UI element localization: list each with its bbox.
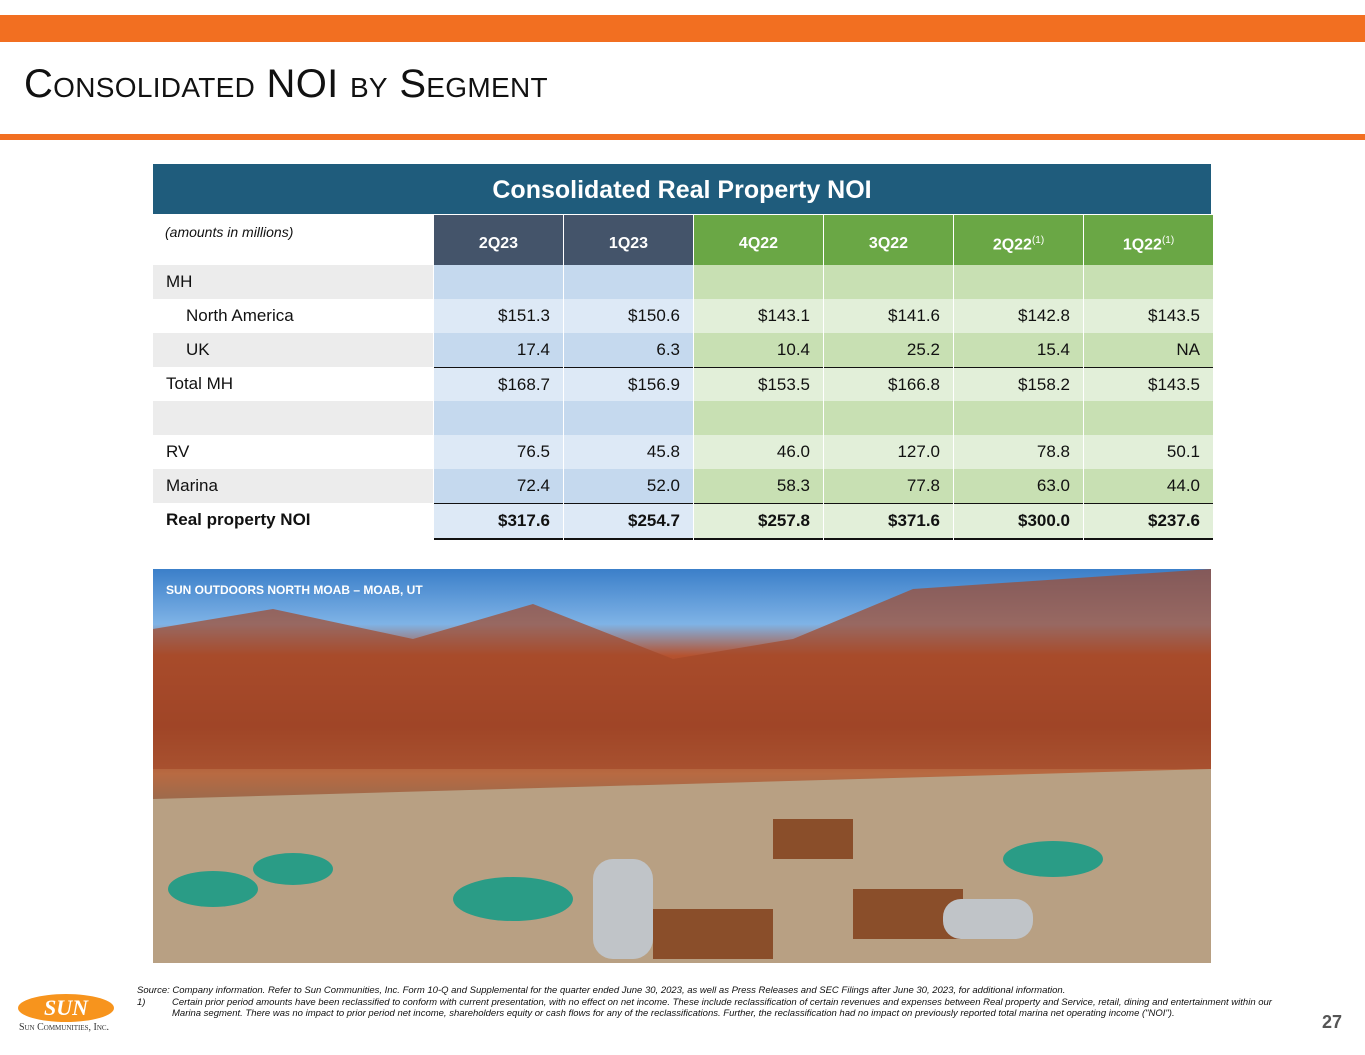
data-row: MH <box>153 265 1213 299</box>
row-label: Marina <box>153 469 433 503</box>
column-header: 1Q22(1) <box>1084 215 1213 265</box>
cell-value: 10.4 <box>694 333 823 367</box>
cell-value: $166.8 <box>824 367 953 402</box>
data-row: Total MH $168.7 $156.9 $153.5 $166.8 $158.2 $1… <box>153 367 1213 402</box>
row-label: RV <box>153 435 433 469</box>
empty-cell <box>564 401 693 435</box>
data-row: Marina 72.4 52.0 58.3 77.8 63.0 44.0 <box>153 469 1213 503</box>
cell-value: $300.0 <box>954 503 1083 540</box>
cell-value: 58.3 <box>694 469 823 503</box>
units-note: (amounts in millions) <box>165 224 294 240</box>
photo: SUN OUTDOORS NORTH MOAB – MOAB, UT <box>153 569 1211 963</box>
cell-value: 45.8 <box>564 435 693 469</box>
cell-value: 15.4 <box>954 333 1083 367</box>
cell-value: $141.6 <box>824 299 953 333</box>
cell-value: $153.5 <box>694 367 823 402</box>
cell-value: $317.6 <box>434 503 563 540</box>
noi-table: Consolidated Real Property NOI (amounts … <box>153 164 1213 540</box>
column-header: 2Q23 <box>434 215 563 265</box>
cell-value: 52.0 <box>564 469 693 503</box>
logo: SUN Sun Communities, Inc. <box>8 994 116 1034</box>
column-label: 2Q22 <box>992 236 1032 254</box>
empty-cell <box>564 265 693 299</box>
data-row: RV 76.5 45.8 46.0 127.0 78.8 50.1 <box>153 435 1213 469</box>
photo-caption: SUN OUTDOORS NORTH MOAB – MOAB, UT <box>166 583 423 597</box>
cell-value: 76.5 <box>434 435 563 469</box>
empty-cell <box>824 265 953 299</box>
cell-value: $257.8 <box>694 503 823 540</box>
column-header: 1Q23 <box>564 215 693 265</box>
logo-name: Sun Communities, Inc. <box>18 1022 110 1033</box>
spacer-row <box>153 401 1213 435</box>
empty-cell <box>694 265 823 299</box>
column-label: 2Q23 <box>478 235 519 252</box>
row-label: North America <box>153 299 433 333</box>
cell-value: 78.8 <box>954 435 1083 469</box>
cell-value: $150.6 <box>564 299 693 333</box>
empty-cell <box>954 401 1083 435</box>
photo-art <box>153 569 1211 963</box>
logo-mark: SUN <box>18 994 114 1022</box>
empty-cell <box>1084 401 1213 435</box>
column-label: 4Q22 <box>738 235 779 252</box>
column-label: 3Q22 <box>868 235 909 252</box>
data-row: Real property NOI $317.6 $254.7 $257.8 $371.… <box>153 503 1213 540</box>
row-label: MH <box>153 265 433 299</box>
column-header: 2Q22(1) <box>954 215 1083 265</box>
top-band <box>0 15 1365 42</box>
cell-value: 63.0 <box>954 469 1083 503</box>
cell-value: 50.1 <box>1084 435 1213 469</box>
footnote-text: Certain prior period amounts have been r… <box>172 996 1272 1020</box>
cell-value: $142.8 <box>954 299 1083 333</box>
cell-value: 72.4 <box>434 469 563 503</box>
footnote: 1) Certain prior period amounts have been… <box>137 997 1277 1020</box>
cell-value: $143.5 <box>1084 367 1213 402</box>
row-label: Total MH <box>153 367 433 402</box>
row-label: UK <box>153 333 433 367</box>
source-note: Source: Company information. Refer to Su… <box>137 985 1066 996</box>
empty-cell <box>954 265 1083 299</box>
column-header: 3Q22 <box>824 215 953 265</box>
cell-value: 44.0 <box>1084 469 1213 503</box>
cell-value: $158.2 <box>954 367 1083 402</box>
data-row: North America $151.3 $150.6 $143.1 $141.6 $14… <box>153 299 1213 333</box>
cell-value: $371.6 <box>824 503 953 540</box>
cell-value: 127.0 <box>824 435 953 469</box>
empty-cell <box>824 401 953 435</box>
title-rule <box>0 134 1365 140</box>
cell-value: $151.3 <box>434 299 563 333</box>
column-note: (1) <box>1161 235 1175 246</box>
empty-cell <box>434 265 563 299</box>
cell-value: NA <box>1084 333 1213 367</box>
cell-value: $156.9 <box>564 367 693 402</box>
column-note: (1) <box>1031 235 1045 246</box>
cell-value: 6.3 <box>564 333 693 367</box>
cell-value: 25.2 <box>824 333 953 367</box>
cell-value: $254.7 <box>564 503 693 540</box>
column-header: 4Q22 <box>694 215 823 265</box>
cell-value: 17.4 <box>434 333 563 367</box>
slide-title: Consolidated NOI by Segment <box>24 62 548 106</box>
cell-value: $237.6 <box>1084 503 1213 540</box>
footnotes: Source: Company information. Refer to Su… <box>137 985 1277 1020</box>
cell-value: 46.0 <box>694 435 823 469</box>
row-label-cell <box>153 401 433 435</box>
empty-cell <box>434 401 563 435</box>
cell-value: $143.1 <box>694 299 823 333</box>
page-number: 27 <box>1322 1012 1343 1032</box>
cell-value: $168.7 <box>434 367 563 402</box>
column-label: 1Q23 <box>608 235 649 252</box>
row-label: Real property NOI <box>153 503 433 540</box>
header-row: (amounts in millions) 2Q23 1Q23 4Q22 3Q22 2Q2… <box>153 215 1213 265</box>
cell-value: 77.8 <box>824 469 953 503</box>
footnote-marker: 1) <box>137 996 146 1008</box>
table-title: Consolidated Real Property NOI <box>153 164 1211 214</box>
cell-value: $143.5 <box>1084 299 1213 333</box>
data-row: UK 17.4 6.3 10.4 25.2 15.4 NA <box>153 333 1213 367</box>
column-label: 1Q22 <box>1122 236 1162 254</box>
empty-cell <box>1084 265 1213 299</box>
empty-cell <box>694 401 823 435</box>
